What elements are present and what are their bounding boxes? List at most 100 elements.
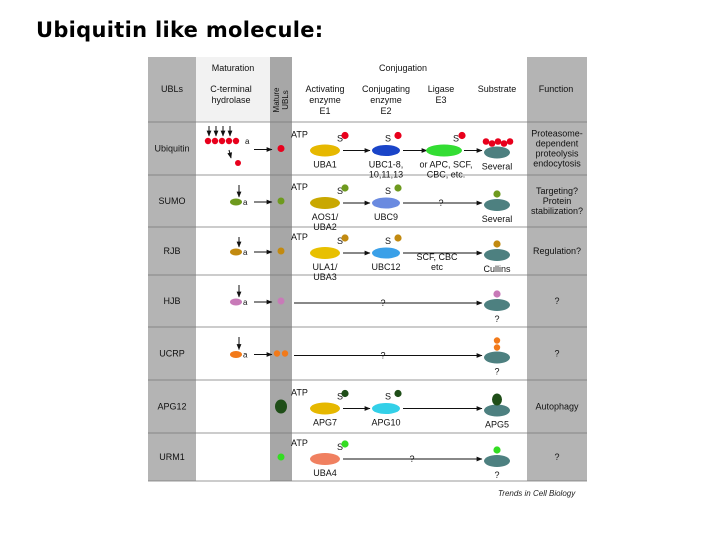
header-ubls: UBLs [161,84,184,94]
ubl-name: RJB [163,246,180,256]
header-c-terminal-hydrolase: hydrolase [211,95,250,105]
header-activating-enzyme: E1 [319,106,330,116]
ubl-ball [341,440,349,448]
ubl-ball [492,393,502,406]
header-conjugating-enzyme: E2 [380,106,391,116]
row-sumo: SUMO a ATP S AOS1/UBA2 S UBC9? Several Targeting… [148,182,587,232]
row-apg12: APG12 ATP S APG7 S APG10 APG5 Autophagy [148,388,587,434]
header-conjugating-enzyme: enzyme [370,95,402,105]
e3-name: SCF, CBC [416,252,458,262]
function-text: endocytosis [533,159,581,169]
mature-ubl [277,145,285,152]
ubl-column-bg [148,57,196,481]
s-thioester: S [337,186,343,196]
ubl-precursor [230,351,242,358]
substrate-protein [484,351,510,364]
ubl-chain-ball [494,138,502,145]
ubl-ball [341,389,349,398]
s-thioester: S [385,186,391,196]
ubl-chain-ball [488,140,496,147]
atp-label: ATP [291,130,308,140]
row-ucrp: UCRP a??? [148,337,587,381]
function-text: proteolysis [535,149,579,159]
ubl-name: SUMO [159,196,186,206]
ubiquitin-ball [225,137,233,145]
e3-name: ? [380,351,385,361]
ubl-ball [493,290,501,298]
slide-title: Ubiquitin like molecule: [36,18,324,42]
e3-ligase [426,144,462,157]
hydrolase-arrow [227,149,233,159]
atp-label: ATP [291,388,308,398]
e1-name: UBA3 [313,272,337,282]
ubl-ball [458,131,466,140]
header-conjugation: Conjugation [379,63,427,73]
e3-name: or APC, SCF, [419,160,472,170]
ubl-chain-ball [506,138,514,145]
substrate-name: ? [494,470,499,480]
substrate-name: ? [494,367,499,377]
e1-name: UBA2 [313,222,337,232]
header-function: Function [539,84,574,94]
function-text: Autophagy [535,402,579,412]
ubl-ball [493,240,501,248]
ubl-ball [341,131,349,140]
s-thioester: S [337,236,343,246]
ubl-ball [493,190,501,198]
e2-name: APG10 [371,418,400,428]
ubl-ball [493,446,501,454]
hydrolase-label: a [243,248,248,257]
mature-ubl [277,297,285,305]
e1-enzyme [310,247,340,259]
header-band [196,57,270,122]
ubl-ball [394,234,402,242]
ubiquitin-ball [204,137,212,145]
e1-name: UBA1 [313,160,337,170]
s-thioester: S [385,236,391,246]
e3-name: etc [431,262,444,272]
e2-name: UBC1-8, [369,160,404,170]
e3-name: ? [438,198,443,208]
ubl-name: APG12 [157,402,186,412]
function-text: Proteasome- [531,129,583,139]
e1-enzyme [310,402,340,415]
function-text: Targeting? [536,186,578,196]
ubl-precursor [230,298,242,306]
header-conjugating-enzyme: Conjugating [362,84,410,94]
ubl-ball [341,234,349,242]
e3-name: ? [409,454,414,464]
mature-ubl [277,247,285,255]
row-urm1: URM1 ATP S UBA4??? [148,438,587,482]
hydrolase-label: a [243,351,248,360]
s-thioester: S [385,134,391,144]
pathway-rows: Ubiquitin a ATP S UBA1 S UBC1-8,10,11,13 Sor AP… [148,121,587,482]
e1-enzyme [310,197,340,209]
ubl-name: HJB [163,296,180,306]
ubl-ball [394,389,402,398]
e1-name: AOS1/ [312,212,339,222]
e2-name: UBC12 [371,262,400,272]
header-mature-ubls: UBLs [281,90,290,110]
function-text: stabilization? [531,206,583,216]
figure-credit: Trends in Cell Biology [498,489,576,498]
ubl-chain-ball [500,140,508,147]
header-substrate: Substrate [478,84,517,94]
substrate-protein [484,455,510,467]
substrate-protein [484,299,510,311]
ubl-ball [493,337,501,344]
e2-name: UBC9 [374,212,398,222]
s-thioester: S [337,134,343,144]
header-c-terminal-hydrolase: C-terminal [210,84,252,94]
header-ligase: E3 [435,95,446,105]
header-activating-enzyme: enzyme [309,95,341,105]
substrate-name: Cullins [483,264,511,274]
hydrolase-label: a [243,198,248,207]
mature-ubl [277,197,285,205]
e1-name: APG7 [313,418,337,428]
e1-enzyme [310,144,340,157]
function-text: ? [554,296,559,306]
ubl-precursor [230,198,242,206]
mature-ubl [277,453,285,461]
substrate-protein [484,404,510,417]
